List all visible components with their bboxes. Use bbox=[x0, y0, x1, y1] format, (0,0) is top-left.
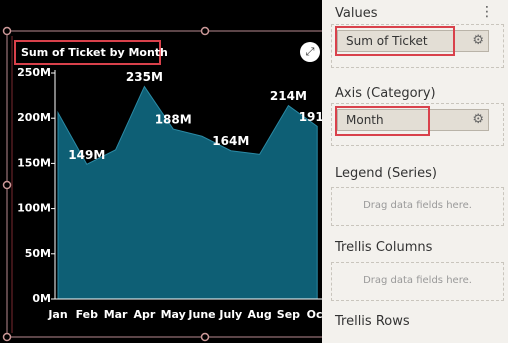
section-title: Trellis Columns bbox=[335, 240, 433, 255]
x-tick-label: July bbox=[218, 308, 242, 321]
gear-icon[interactable]: ⚙ bbox=[472, 33, 484, 48]
y-tick-label: 50M bbox=[25, 247, 51, 260]
section-title: Legend (Series) bbox=[335, 166, 438, 181]
y-tick-label: 150M bbox=[17, 156, 51, 169]
x-tick-label: Mar bbox=[104, 308, 128, 321]
y-tick-label: 100M bbox=[17, 202, 51, 215]
data-label: 188M bbox=[155, 113, 192, 127]
chart-title: Sum of Ticket by Month bbox=[21, 46, 168, 59]
x-tick-label: Feb bbox=[76, 308, 99, 321]
section-title: Values bbox=[335, 6, 378, 21]
field-name: Month bbox=[346, 113, 384, 127]
data-label: 149M bbox=[68, 148, 105, 162]
drop-zone[interactable]: Sum of Ticket ⚙ bbox=[331, 24, 504, 68]
section-title: Axis (Category) bbox=[335, 86, 436, 101]
expand-icon[interactable]: ⤢ bbox=[306, 45, 315, 58]
data-label: 164M bbox=[212, 134, 249, 148]
field-panel: Values ⋮ Sum of Ticket ⚙ Axis (Category) … bbox=[322, 0, 508, 343]
field-pill[interactable]: Month ⚙ bbox=[337, 109, 489, 131]
x-tick-label: June bbox=[187, 308, 215, 321]
placeholder: Drag data fields here. bbox=[363, 275, 472, 286]
y-tick-label: 200M bbox=[17, 111, 51, 124]
y-tick-label: 0M bbox=[32, 292, 51, 305]
field-pill[interactable]: Sum of Ticket ⚙ bbox=[337, 30, 489, 52]
drop-zone[interactable]: Drag data fields here. bbox=[331, 262, 504, 301]
handles bbox=[2, 26, 210, 342]
x-tick-label: Aug bbox=[247, 308, 271, 321]
drop-zone[interactable]: Drag data fields here. bbox=[331, 187, 504, 226]
data-label: 235M bbox=[126, 70, 163, 84]
x-tick-label: Apr bbox=[133, 308, 155, 321]
title-highlight bbox=[14, 40, 161, 65]
data-label: 191M bbox=[299, 110, 322, 124]
x-tick-label: Oct bbox=[307, 308, 322, 321]
x-tick-label: Jan bbox=[47, 308, 67, 321]
field-highlight bbox=[335, 26, 455, 56]
field-name: Sum of Ticket bbox=[346, 34, 428, 48]
section-title: Trellis Rows bbox=[335, 314, 410, 329]
drop-zone[interactable]: Month ⚙ bbox=[331, 103, 504, 146]
chart: Sum of Ticket by Month ⤢ 0M 50M 100M 150M 20… bbox=[2, 26, 322, 342]
x-tick-label: Sep bbox=[277, 308, 300, 321]
placeholder: Drag data fields here. bbox=[363, 200, 472, 211]
menu-button[interactable]: ⋮ bbox=[480, 4, 494, 20]
expand-button[interactable] bbox=[300, 42, 320, 62]
field-highlight bbox=[335, 106, 430, 136]
x-tick-label: May bbox=[161, 308, 186, 321]
y-tick-label: 250M bbox=[17, 66, 51, 79]
chart-area: Sum of Ticket by Month ⤢ 0M 50M 100M 150M 20… bbox=[6, 30, 322, 338]
data-label: 214M bbox=[270, 89, 307, 103]
gear-icon[interactable]: ⚙ bbox=[472, 112, 484, 127]
